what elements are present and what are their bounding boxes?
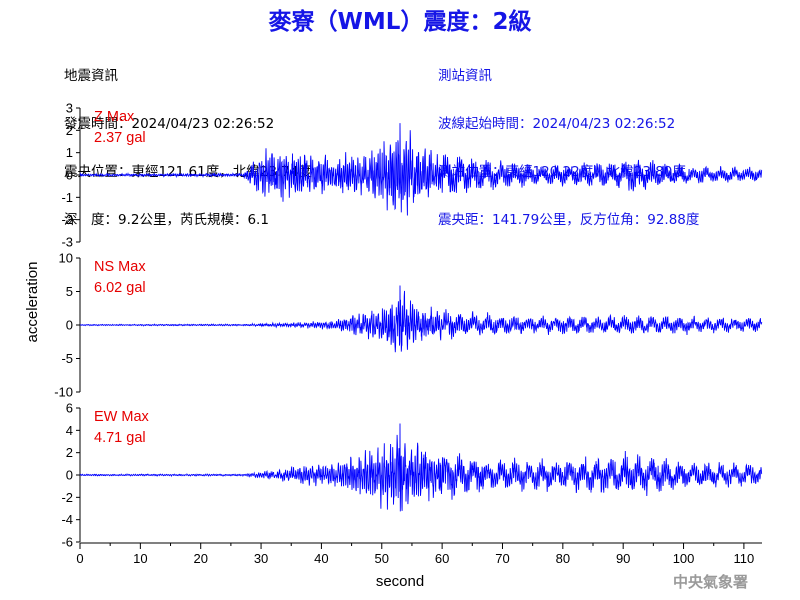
- y-tick-label: 2: [66, 123, 73, 138]
- x-tick-label: 110: [734, 551, 755, 566]
- station-info: 測站資訊 波線起始時間：2024/04/23 02:26:52 測站位置：東經1…: [438, 36, 699, 244]
- earthquake-depth-magnitude: 深 度：9.2公里，芮氏規模：6.1: [64, 212, 269, 228]
- max-label: Z Max: [94, 109, 135, 125]
- credit-watermark: 中央氣象署: [672, 573, 748, 591]
- x-tick-label: 20: [193, 551, 207, 566]
- y-tick-label: 5: [66, 284, 73, 299]
- y-tick-label: -2: [61, 212, 73, 227]
- chart-title: 麥寮（WML）震度：2級: [268, 9, 532, 35]
- station-wave-start-time: 波線起始時間：2024/04/23 02:26:52: [438, 116, 676, 132]
- waveform-trace-z: [79, 123, 763, 216]
- y-tick-label: 2: [66, 445, 73, 460]
- x-tick-label: 80: [556, 551, 570, 566]
- panel-ns: -10 -5 0 5 10 NS Max 6.02 gal: [54, 251, 763, 400]
- y-tick-label: -1: [61, 190, 73, 205]
- panel-ew: -6 -4 -2 0 2 4 6 EW Max 4.71 gal: [61, 401, 763, 550]
- station-info-heading: 測站資訊: [438, 68, 492, 84]
- y-tick-label: -4: [61, 512, 73, 527]
- max-label: NS Max: [94, 259, 146, 275]
- earthquake-info: 地震資訊 發震時間：2024/04/23 02:26:52 震央位置：東經121…: [64, 36, 312, 244]
- x-tick-label: 0: [76, 551, 83, 566]
- y-tick-label: 10: [59, 251, 73, 266]
- x-axis-label: second: [376, 573, 424, 590]
- waveform-trace-ns: [79, 285, 763, 353]
- x-tick-label: 70: [495, 551, 509, 566]
- y-tick-label: 1: [66, 145, 73, 160]
- x-tick-label: 10: [133, 551, 147, 566]
- waveform-trace-ew: [79, 423, 763, 512]
- y-tick-label: 0: [66, 318, 73, 333]
- max-value: 6.02 gal: [94, 280, 146, 296]
- max-value: 4.71 gal: [94, 430, 146, 446]
- max-label: EW Max: [94, 409, 150, 425]
- panel-z: -3 -2 -1 0 1 2 3 Z Max 2.37 gal: [61, 101, 763, 250]
- earthquake-info-heading: 地震資訊: [64, 68, 118, 84]
- x-tick-label: 100: [673, 551, 695, 566]
- y-tick-label: 4: [66, 423, 73, 438]
- x-tick-label: 30: [254, 551, 268, 566]
- y-tick-label: 0: [66, 168, 73, 183]
- y-tick-label: -10: [54, 385, 73, 400]
- x-tick-label: 60: [435, 551, 449, 566]
- y-tick-label: -2: [61, 490, 73, 505]
- y-tick-label: 3: [66, 101, 73, 116]
- y-tick-label: 0: [66, 468, 73, 483]
- max-value: 2.37 gal: [94, 130, 146, 146]
- y-tick-label: 6: [66, 401, 73, 416]
- y-axis-label: acceleration: [24, 262, 41, 343]
- x-tick-label: 50: [375, 551, 389, 566]
- earthquake-origin-time: 發震時間：2024/04/23 02:26:52: [64, 116, 275, 132]
- y-tick-label: -5: [61, 351, 73, 366]
- y-tick-label: -3: [61, 235, 73, 250]
- x-tick-label: 40: [314, 551, 328, 566]
- y-tick-label: -6: [61, 535, 73, 550]
- station-distance-azimuth: 震央距：141.79公里，反方位角：92.88度: [438, 212, 700, 228]
- x-tick-label: 90: [616, 551, 630, 566]
